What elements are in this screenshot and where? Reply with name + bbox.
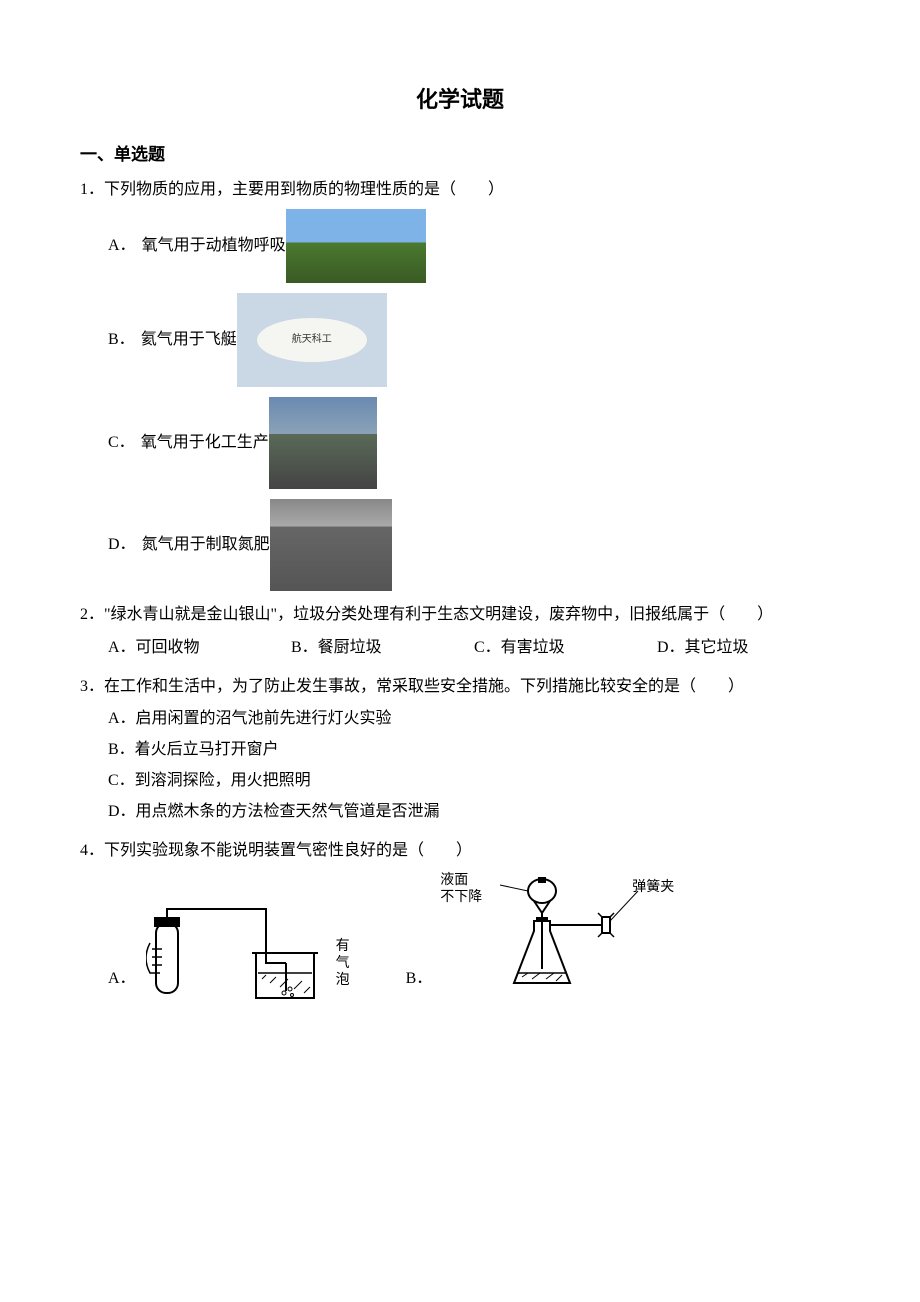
q3-text: 在工作和生活中，为了防止发生事故，常采取些安全措施。下列措施比较安全的是（ ） [104, 678, 744, 695]
q1-text: 下列物质的应用，主要用到物质的物理性质的是（ ） [104, 181, 504, 198]
q1-d-image: ▪ [270, 499, 392, 591]
q4-number: 4． [80, 842, 104, 859]
q4-b-label: B． [406, 965, 433, 994]
question-3: 3．在工作和生活中，为了防止发生事故，常采取些安全措施。下列措施比较安全的是（ … [80, 673, 840, 827]
q4-b-right-label: 弹簧夹 [632, 875, 674, 900]
q3-stem: 3．在工作和生活中，为了防止发生事故，常采取些安全措施。下列措施比较安全的是（ … [80, 673, 840, 702]
q4-b-left-label: 液面 不下降 [440, 873, 482, 907]
q1-b-text: 氦气用于飞艇 [141, 326, 237, 355]
q1-a-image [286, 209, 426, 283]
q2-option-c: C．有害垃圾 [474, 634, 657, 663]
q4-option-a: A． [108, 903, 346, 1013]
q1-option-c: C． 氧气用于化工生产 [108, 397, 840, 489]
page-title: 化学试题 [80, 80, 840, 120]
q1-option-b: B． 氦气用于飞艇 航天科工 [108, 293, 840, 387]
q3-option-c: C．到溶洞探险，用火把照明 [108, 767, 840, 796]
q4-a-bubble-label: 有 气 泡 [336, 939, 350, 989]
q2-text: "绿水青山就是金山银山"，垃圾分类处理有利于生态文明建设，废弃物中，旧报纸属于（… [104, 606, 773, 623]
q1-option-a: A． 氧气用于动植物呼吸 [108, 209, 840, 283]
q3-option-a: A．启用闲置的沼气池前先进行灯火实验 [108, 705, 840, 734]
q2-option-b: B．餐厨垃圾 [291, 634, 474, 663]
q3-number: 3． [80, 678, 104, 695]
q1-a-text: 氧气用于动植物呼吸 [142, 232, 286, 261]
q1-c-label: C． [108, 429, 135, 458]
q3-option-d: D．用点燃木条的方法检查天然气管道是否泄漏 [108, 798, 840, 827]
q1-d-label: D． [108, 531, 136, 560]
q2-option-a: A．可回收物 [108, 634, 291, 663]
section-1-heading: 一、单选题 [80, 140, 840, 171]
q1-option-d: D． 氮气用于制取氮肥 ▪ [108, 499, 840, 591]
q4-b-diagram: 液面 不下降 弹簧夹 [442, 873, 662, 1013]
q4-options-row: A． [108, 873, 840, 1013]
question-2: 2．"绿水青山就是金山银山"，垃圾分类处理有利于生态文明建设，废弃物中，旧报纸属… [80, 601, 840, 663]
q2-options: A．可回收物 B．餐厨垃圾 C．有害垃圾 D．其它垃圾 [108, 634, 840, 663]
question-4: 4．下列实验现象不能说明装置气密性良好的是（ ） A． [80, 837, 840, 1014]
q1-a-label: A． [108, 232, 136, 261]
q4-stem: 4．下列实验现象不能说明装置气密性良好的是（ ） [80, 837, 840, 866]
q4-a-label: A． [108, 965, 136, 994]
q4-option-b: B． [406, 873, 663, 1013]
q1-b-image: 航天科工 [237, 293, 387, 387]
q1-stem: 1．下列物质的应用，主要用到物质的物理性质的是（ ） [80, 176, 840, 205]
q1-c-text: 氧气用于化工生产 [141, 429, 269, 458]
q1-b-label: B． [108, 326, 135, 355]
question-1: 1．下列物质的应用，主要用到物质的物理性质的是（ ） A． 氧气用于动植物呼吸 … [80, 176, 840, 591]
q1-d-text: 氮气用于制取氮肥 [142, 531, 270, 560]
q2-number: 2． [80, 606, 104, 623]
q1-c-image [269, 397, 377, 489]
q4-text: 下列实验现象不能说明装置气密性良好的是（ ） [104, 842, 472, 859]
q1-number: 1． [80, 181, 104, 198]
q3-option-b: B．着火后立马打开窗户 [108, 736, 840, 765]
q2-stem: 2．"绿水青山就是金山银山"，垃圾分类处理有利于生态文明建设，废弃物中，旧报纸属… [80, 601, 840, 630]
q4-a-diagram: 有 气 泡 [146, 903, 346, 1013]
q2-option-d: D．其它垃圾 [657, 634, 840, 663]
airship-icon: 航天科工 [257, 318, 367, 362]
